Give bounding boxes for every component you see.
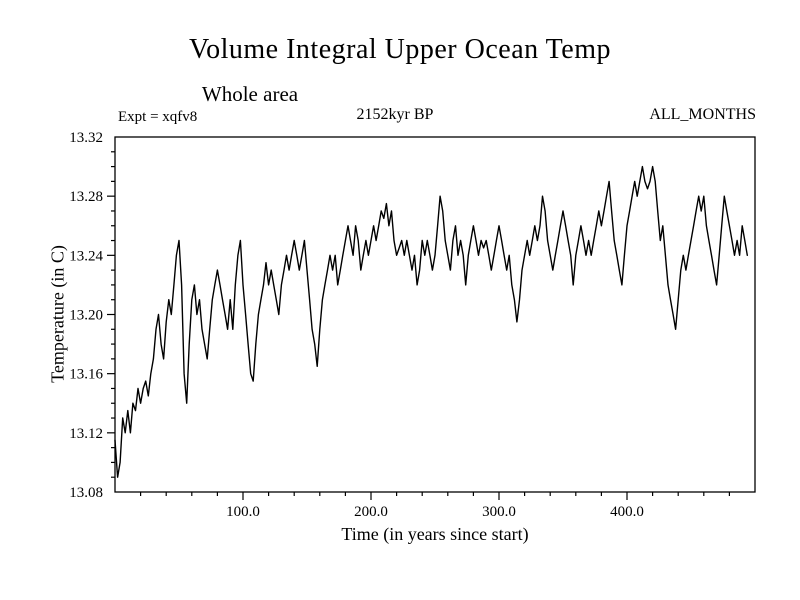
y-axis-ticks: 13.08 13.12 13.16 13.20 13.24 13.28 13.32 — [69, 130, 115, 501]
x-tick-label: 200.0 — [354, 504, 388, 520]
x-axis-ticks: 100.0 200.0 300.0 400.0 — [140, 492, 731, 520]
x-tick-label: 100.0 — [226, 504, 260, 520]
kyr-bp-label: 2152kyr BP — [356, 106, 434, 123]
y-tick-label: 13.32 — [69, 130, 103, 146]
y-tick-label: 13.28 — [69, 189, 103, 205]
x-tick-label: 400.0 — [610, 504, 644, 520]
x-tick-label: 300.0 — [482, 504, 516, 520]
y-tick-label: 13.12 — [69, 426, 103, 442]
y-tick-label: 13.08 — [69, 485, 103, 501]
experiment-label: Expt = xqfv8 — [118, 109, 198, 125]
y-tick-label: 13.24 — [69, 248, 103, 264]
y-tick-label: 13.20 — [69, 308, 103, 324]
chart-title: Volume Integral Upper Ocean Temp — [189, 34, 611, 65]
y-axis-label: Temperature (in C) — [47, 245, 68, 383]
chart-subtitle: Whole area — [201, 82, 299, 106]
x-axis-label: Time (in years since start) — [341, 524, 529, 544]
data-line-upper-ocean-temp — [114, 165, 748, 478]
months-label: ALL_MONTHS — [649, 106, 756, 123]
y-tick-label: 13.16 — [69, 367, 103, 383]
